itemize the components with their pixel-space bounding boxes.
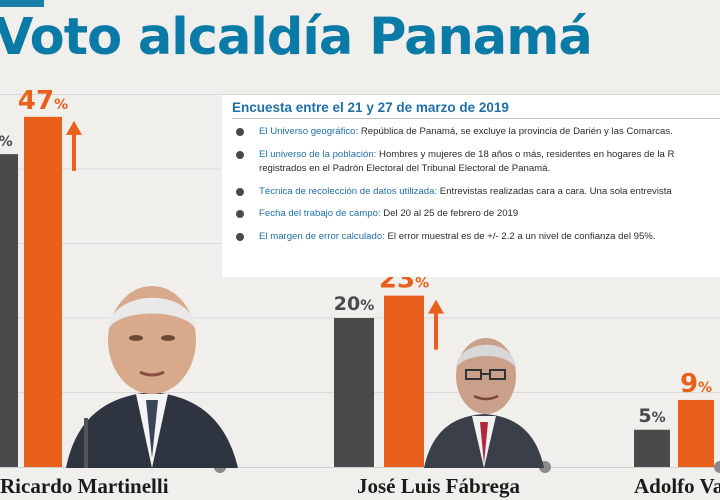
- trend-arrow-icon: [66, 120, 82, 135]
- bars: 2%47%20%23%5%9%: [0, 86, 720, 473]
- survey-heading: Encuesta entre el 21 y 27 de marzo de 20…: [232, 100, 509, 115]
- chart-title: Voto alcaldía Panamá: [0, 8, 593, 67]
- heading-divider: [232, 118, 720, 119]
- bar: [384, 295, 424, 467]
- survey-detail-item: El universo de la población: Hombres y m…: [222, 148, 720, 177]
- survey-detail-item: El Universo geográfico: República de Pan…: [222, 125, 720, 140]
- group-end-marker: [714, 461, 720, 473]
- bar: [678, 399, 714, 467]
- data-label: 5%: [638, 405, 665, 427]
- detail-text: Hombres y mujeres de 18 años o más, resi…: [376, 148, 675, 160]
- top-accent-bar: [0, 0, 44, 7]
- detail-label: El Universo geográfico:: [259, 126, 359, 137]
- martinelli-photo: [66, 286, 238, 468]
- data-label: 9%: [680, 369, 712, 399]
- detail-text: El error muestral es de +/- 2.2 a un niv…: [384, 230, 656, 242]
- survey-info-box: Encuesta entre el 21 y 27 de marzo de 20…: [222, 95, 720, 277]
- data-label: 20%: [334, 293, 374, 315]
- bullet-icon: [236, 210, 244, 218]
- detail-label: Fecha del trabajo de campo:: [259, 208, 381, 219]
- detail-text: Del 20 al 25 de febrero de 2019: [380, 208, 519, 219]
- bullet-icon: [236, 128, 244, 136]
- data-label: 2%: [0, 129, 13, 151]
- detail-label: El universo de la población:: [259, 148, 377, 160]
- candidate-name-martinelli: Ricardo Martinelli: [0, 474, 169, 498]
- bullet-icon: [236, 232, 244, 241]
- candidate-name-fabrega: José Luis Fábrega: [357, 474, 520, 498]
- bar: [334, 318, 374, 467]
- candidate-name-adolfo: Adolfo Va: [634, 474, 720, 498]
- survey-detail-item: El margen de error calculado: El error m…: [222, 230, 720, 245]
- bar: [0, 154, 18, 467]
- detail-label: Técnica de recolección de datos utilizad…: [259, 185, 438, 197]
- bullet-icon: [236, 150, 244, 159]
- survey-details-list: El Universo geográfico: República de Pan…: [222, 125, 720, 244]
- bar: [634, 429, 670, 467]
- detail-text: República de Panamá, se excluye la provi…: [358, 126, 673, 137]
- bar: [24, 116, 62, 467]
- detail-text: Entrevistas realizadas cara a cara. Una …: [437, 185, 672, 197]
- data-label: 47%: [18, 86, 68, 116]
- fabrega-photo: [424, 338, 544, 468]
- bullet-icon: [236, 187, 244, 196]
- survey-detail-item: Fecha del trabajo de campo: Del 20 al 25…: [222, 207, 720, 222]
- trend-arrow-icon: [428, 299, 444, 314]
- detail-text-continued: registrados en el Padrón Electoral del T…: [259, 163, 551, 174]
- survey-detail-item: Técnica de recolección de datos utilizad…: [222, 185, 720, 200]
- detail-label: El margen de error calculado:: [259, 230, 385, 242]
